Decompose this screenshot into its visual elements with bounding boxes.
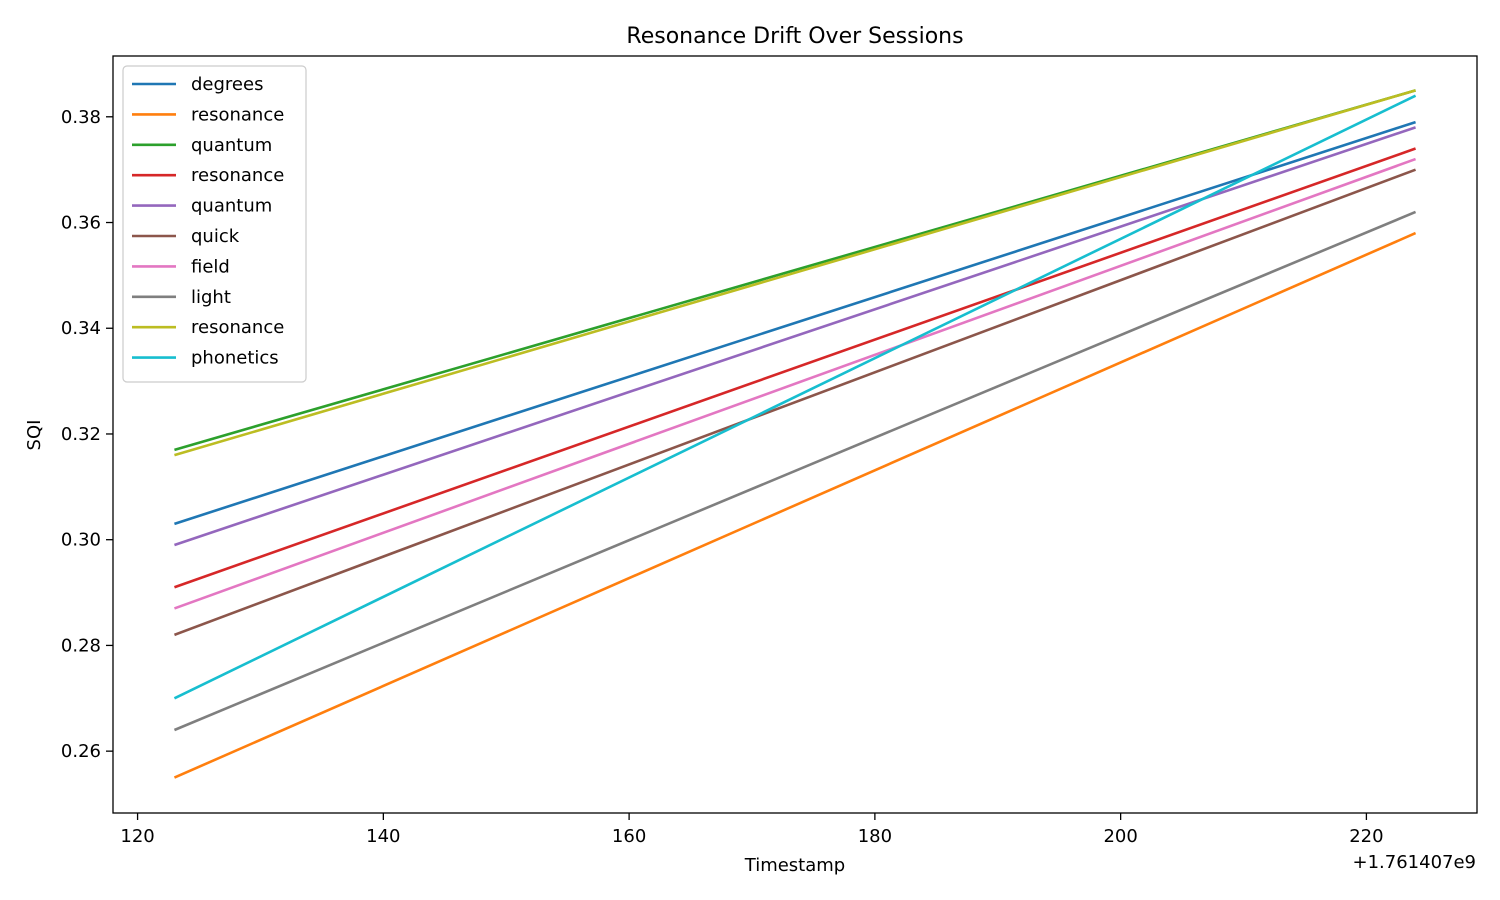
- y-axis: 0.26 0.28 0.30 0.32 0.34 0.36 0.38: [61, 107, 113, 762]
- y-tick-label: 0.32: [61, 424, 101, 445]
- series-line-1: [173, 231, 1417, 779]
- x-axis: 120 140 160 180 200 220: [120, 813, 1384, 847]
- chart-title: Resonance Drift Over Sessions: [626, 24, 963, 49]
- y-tick-label: 0.36: [61, 213, 101, 234]
- x-tick-label: 140: [366, 826, 400, 847]
- legend-label: resonance: [191, 165, 284, 186]
- x-axis-offset-label: +1.761407e9: [1353, 852, 1477, 873]
- x-tick-label: 180: [858, 826, 892, 847]
- legend-label: resonance: [191, 317, 284, 338]
- legend-label: field: [191, 256, 230, 277]
- legend-label: quick: [191, 226, 240, 247]
- series-line-0: [174, 120, 1416, 526]
- legend-label: resonance: [191, 104, 284, 125]
- series-line-9: [173, 94, 1417, 700]
- legend-label: quantum: [191, 196, 272, 217]
- series-line-5: [173, 168, 1417, 637]
- y-tick-label: 0.38: [61, 107, 101, 128]
- legend-label: quantum: [191, 135, 272, 156]
- series-line-7: [173, 210, 1417, 732]
- plot-frame: [112, 55, 1478, 814]
- y-tick-label: 0.26: [61, 741, 101, 762]
- legend-label: light: [191, 287, 231, 308]
- series-line-3: [174, 147, 1416, 589]
- legend-label: phonetics: [191, 348, 279, 369]
- x-axis-label: Timestamp: [744, 855, 845, 876]
- legend: degrees resonance quantum resonance quantum q…: [122, 65, 307, 383]
- y-tick-label: 0.30: [61, 530, 101, 551]
- y-tick-label: 0.28: [61, 635, 101, 656]
- y-axis-label: SQI: [24, 420, 45, 451]
- series-line-6: [173, 157, 1417, 610]
- series-line-8: [174, 89, 1416, 457]
- series-line-4: [174, 126, 1416, 547]
- x-tick-label: 120: [120, 826, 154, 847]
- legend-label: degrees: [191, 74, 263, 95]
- x-tick-label: 220: [1349, 826, 1383, 847]
- x-tick-label: 200: [1103, 826, 1137, 847]
- y-tick-label: 0.34: [61, 318, 101, 339]
- x-tick-label: 160: [612, 826, 646, 847]
- series-group: [173, 89, 1417, 779]
